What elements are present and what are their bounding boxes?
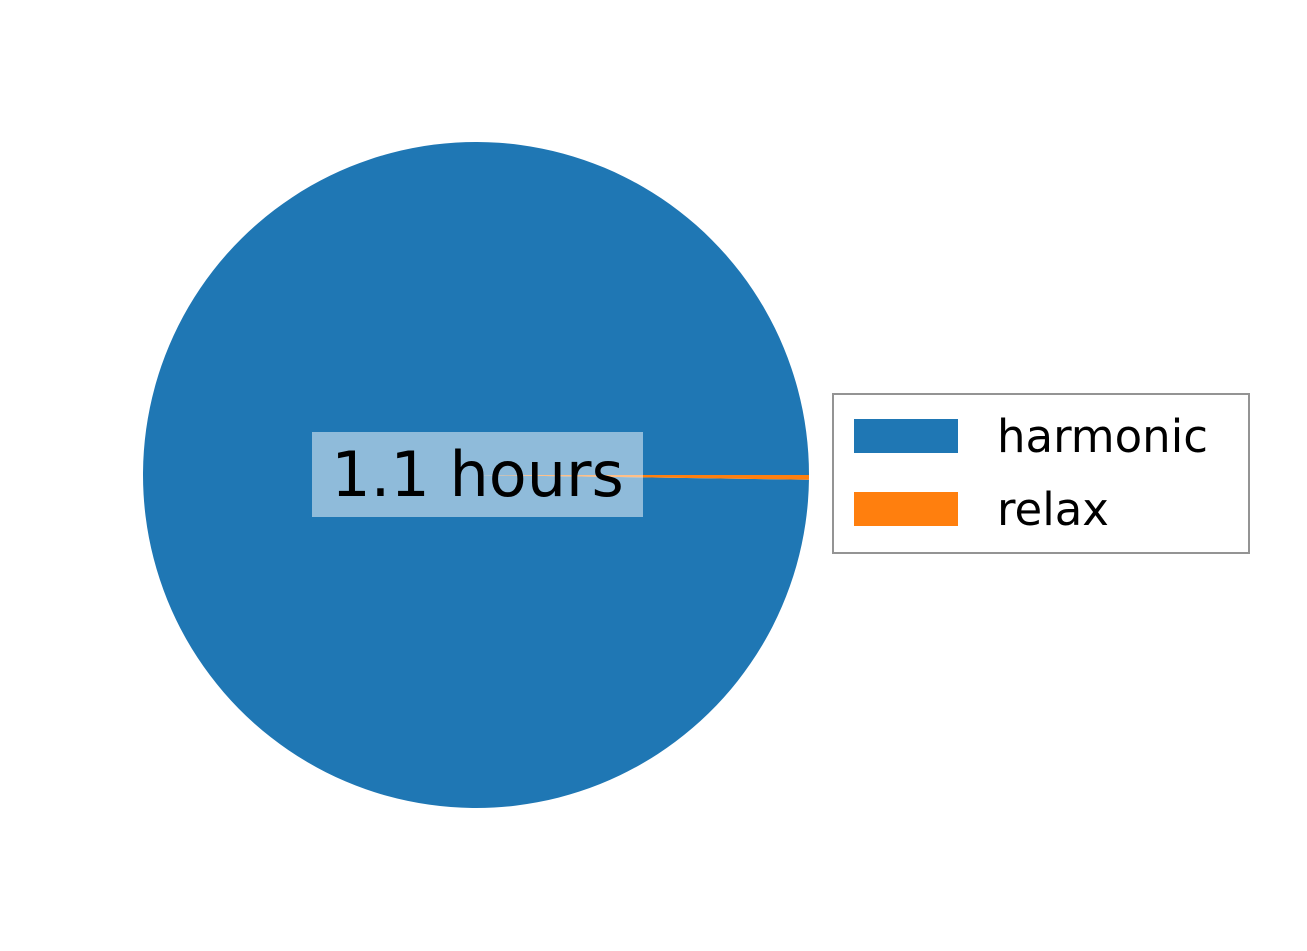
legend-item-harmonic[interactable]: harmonic (854, 410, 1208, 462)
legend-label-harmonic: harmonic (997, 409, 1208, 463)
legend-swatch-harmonic (854, 419, 958, 453)
pie-wedge-label-harmonic: 1.1 hours (312, 432, 643, 517)
legend-label-relax: relax (997, 482, 1109, 536)
legend-swatch-relax (854, 492, 958, 526)
legend-box: harmonic relax (832, 393, 1250, 554)
legend-item-relax[interactable]: relax (854, 483, 1109, 535)
